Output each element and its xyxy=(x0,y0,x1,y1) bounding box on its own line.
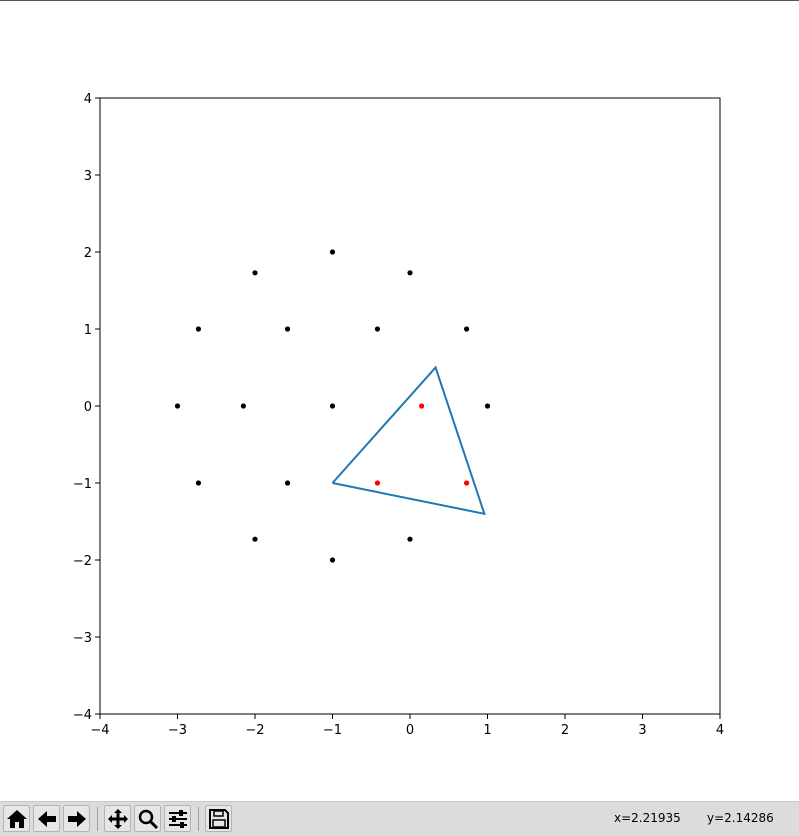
y-tick-label: 4 xyxy=(84,92,92,107)
magnifier-icon xyxy=(138,809,158,829)
black-point xyxy=(407,536,413,542)
x-tick-label: 1 xyxy=(483,723,491,738)
toolbar-separator xyxy=(198,807,199,831)
window-top-border xyxy=(0,0,799,1)
floppy-disk-icon xyxy=(208,808,229,829)
axes-frame xyxy=(99,97,721,715)
black-point xyxy=(329,557,336,563)
x-axis: −4 −3 −2 −1 0 1 2 3 4 xyxy=(90,714,724,738)
figure-canvas[interactable]: −4 −3 −2 −1 0 1 2 3 4 −4 −3 −2 −1 0 1 2 3 4 xyxy=(0,1,799,801)
black-point xyxy=(463,326,470,332)
y-tick-label: −3 xyxy=(73,631,92,646)
black-point xyxy=(284,326,291,332)
x-tick-label: 0 xyxy=(406,723,414,738)
toolbar-separator xyxy=(97,807,98,831)
y-axis: −4 −3 −2 −1 0 1 2 3 4 xyxy=(73,92,100,723)
black-point xyxy=(484,403,491,409)
cursor-x-readout: x=2.21935 xyxy=(614,811,681,825)
move-icon xyxy=(107,808,128,829)
black-point xyxy=(195,326,202,332)
zoom-button[interactable] xyxy=(134,805,161,832)
y-tick-label: 0 xyxy=(84,400,92,415)
black-point xyxy=(284,480,291,486)
x-tick-label: −1 xyxy=(323,723,342,738)
black-point xyxy=(252,536,258,542)
black-point xyxy=(174,403,181,409)
home-button[interactable] xyxy=(3,805,30,832)
black-point xyxy=(374,326,381,332)
home-icon xyxy=(6,809,27,828)
x-tick-label: 4 xyxy=(716,723,724,738)
triangle-line xyxy=(331,365,486,516)
back-button[interactable] xyxy=(33,805,60,832)
arrow-left-icon xyxy=(37,810,56,827)
y-tick-label: −2 xyxy=(73,554,92,569)
red-point xyxy=(463,480,470,486)
black-point xyxy=(329,403,336,409)
configure-button[interactable] xyxy=(164,805,191,832)
save-button[interactable] xyxy=(205,805,232,832)
plot-area xyxy=(174,249,491,563)
y-tick-label: 3 xyxy=(84,169,92,184)
x-tick-label: −4 xyxy=(90,723,109,738)
black-point xyxy=(407,270,413,276)
y-tick-label: −1 xyxy=(73,477,92,492)
forward-button[interactable] xyxy=(63,805,90,832)
black-point xyxy=(240,403,246,409)
cursor-y-readout: y=2.14286 xyxy=(707,811,774,825)
sliders-icon xyxy=(168,809,187,828)
y-tick-label: 1 xyxy=(84,323,92,338)
y-tick-label: 2 xyxy=(84,246,92,261)
arrow-right-icon xyxy=(67,810,86,827)
pan-button[interactable] xyxy=(104,805,131,832)
black-point xyxy=(252,270,258,276)
x-tick-label: −2 xyxy=(245,723,264,738)
navigation-toolbar: x=2.21935 y=2.14286 xyxy=(0,801,799,836)
x-tick-label: 3 xyxy=(638,723,646,738)
x-tick-label: −3 xyxy=(168,723,187,738)
y-tick-label: −4 xyxy=(73,708,92,723)
black-point xyxy=(195,480,202,486)
red-point xyxy=(374,480,381,486)
black-point xyxy=(329,249,336,255)
x-tick-label: 2 xyxy=(561,723,569,738)
red-point xyxy=(419,403,425,409)
